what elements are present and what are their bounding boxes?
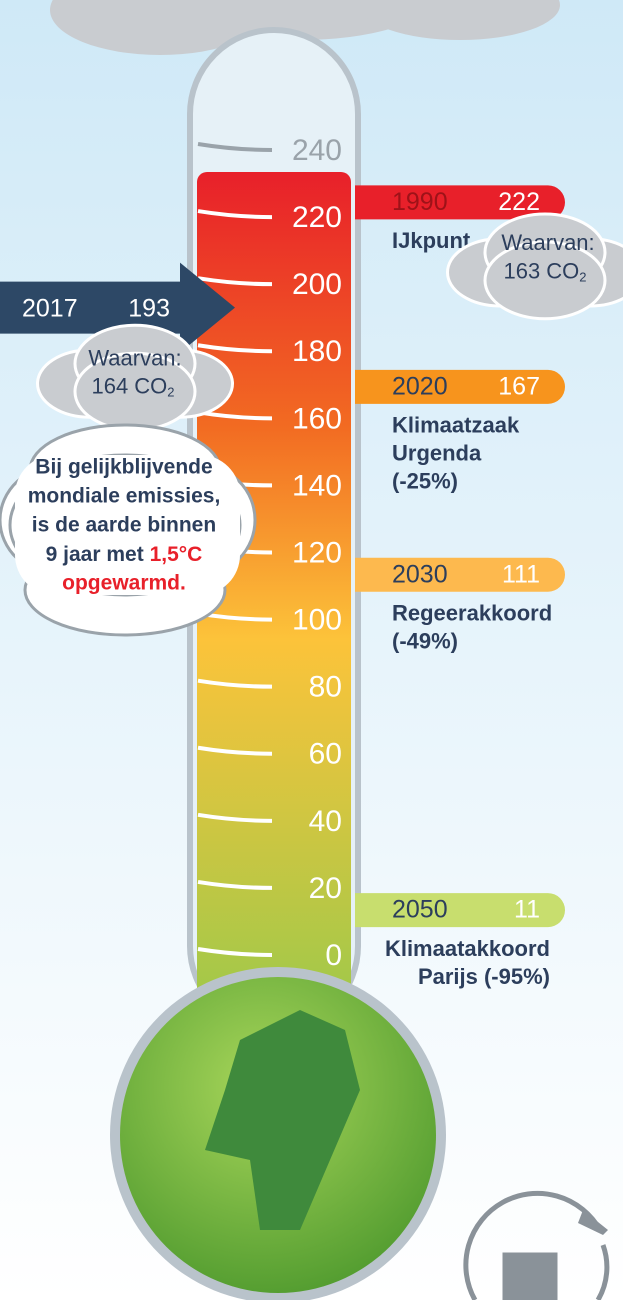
tick-label: 200: [292, 268, 342, 301]
tick-label: 0: [325, 939, 342, 972]
cloud-fill: [15, 455, 240, 595]
marker-year: 2050: [392, 896, 448, 924]
marker-text: IJkpunt: [392, 228, 471, 253]
current-year: 2017: [22, 294, 78, 322]
tick-mark: [197, 947, 273, 957]
marker-value: 11: [514, 896, 540, 924]
current-note-cloud: [36, 323, 234, 432]
warning-line: is de aarde binnen: [32, 514, 216, 537]
transport-icon: [463, 1190, 610, 1300]
marker-year: 2030: [392, 560, 448, 588]
tick-mark: [197, 142, 273, 152]
tick-mark: [197, 343, 273, 354]
marker-bar: [355, 557, 565, 592]
warning-line-red: opgewarmd.: [62, 572, 186, 595]
marker-value: 222: [498, 188, 540, 216]
tick-label: 60: [309, 738, 342, 771]
current-value: 193: [128, 294, 170, 322]
tick-mark: [197, 879, 273, 890]
tick-label: 160: [292, 402, 342, 435]
note-amount: 163 CO2: [503, 258, 586, 285]
current-note-amount: 164 CO2: [91, 373, 174, 400]
tick-label: 140: [292, 469, 342, 502]
note-subscript: 2: [579, 270, 586, 285]
current-note-label: Waarvan:: [88, 345, 181, 370]
marker-text: (-25%): [392, 469, 458, 494]
cloud-puff: [483, 240, 607, 321]
marker-year: 2020: [392, 372, 448, 400]
marker-value: 167: [498, 372, 540, 400]
current-note-subscript: 2: [167, 385, 174, 400]
tick-mark: [197, 745, 273, 756]
current-note-amount-text: 164 CO: [91, 373, 167, 398]
mercury: [197, 172, 351, 1022]
note-label: Waarvan:: [501, 230, 594, 255]
warning-highlight: 1,5°C: [150, 543, 203, 566]
warning-text: 9 jaar met: [46, 543, 150, 566]
tick-label: 100: [292, 604, 342, 637]
marker-year: 1990: [392, 188, 448, 216]
note-amount-text: 163 CO: [503, 258, 579, 283]
note-cloud: [446, 212, 623, 321]
warning-line: 9 jaar met 1,5°C: [46, 543, 203, 566]
tick-mark: [197, 276, 273, 287]
marker-text: Klimaatakkoord: [385, 936, 550, 961]
tick-label: 180: [292, 335, 342, 368]
tick-label: 20: [309, 872, 342, 905]
marker-bar: [355, 185, 565, 220]
plane-icon: [578, 1210, 608, 1235]
marker-bar: [355, 893, 565, 928]
warning-line: Bij gelijkblijvende: [35, 456, 212, 479]
tick-mark: [197, 678, 273, 689]
top-cloud: [50, 0, 560, 55]
current-arrow: [0, 262, 235, 353]
tick-label: 120: [292, 536, 342, 569]
marker-value: 111: [502, 560, 540, 588]
tick-label: 80: [309, 671, 342, 704]
marker-text: Urgenda: [392, 441, 482, 466]
marker-text: Parijs (-95%): [418, 964, 550, 989]
tick-mark: [197, 812, 273, 823]
tick-label: 220: [292, 201, 342, 234]
map-netherlands: [205, 1010, 360, 1230]
warning-line: mondiale emissies,: [28, 485, 221, 508]
tick-label: 40: [309, 805, 342, 838]
marker-text: (-49%): [392, 629, 458, 654]
marker-text: Regeerakkoord: [392, 601, 552, 626]
tick-mark: [197, 209, 273, 220]
marker-bar: [355, 369, 565, 404]
marker-text: Klimaatzaak: [392, 413, 520, 438]
tick-label: 240: [292, 134, 342, 167]
